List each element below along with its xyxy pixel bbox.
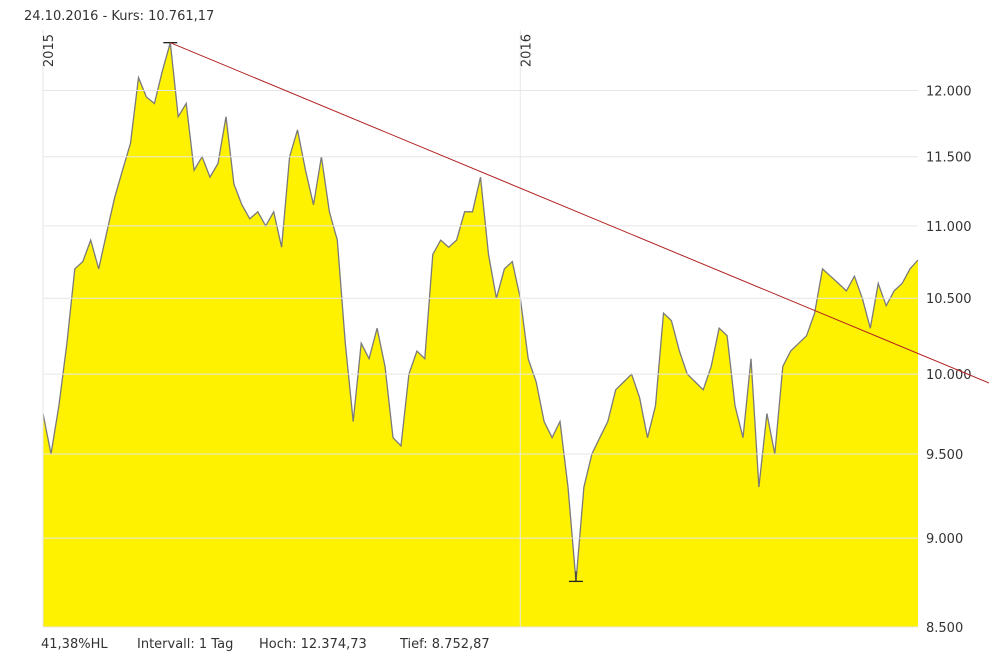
footer-text: Intervall: 1 Tag [137,637,233,652]
price-line [42,42,919,582]
footer-text: 41,38%HL [41,637,108,652]
y-tick-label: 10.000 [926,368,972,383]
footer-text: Tief: 8.752,87 [399,637,490,652]
trend-line [170,42,989,384]
y-tick-label: 11.000 [926,220,972,235]
x-tick-label: 2015 [42,34,57,67]
y-tick-label: 10.500 [926,292,972,307]
y-tick-label: 11.500 [926,151,972,166]
y-tick-label: 8.500 [926,621,963,636]
y-tick-label: 9.500 [926,448,963,463]
x-tick-label: 2016 [519,34,534,67]
footer-text: Hoch: 12.374,73 [259,637,367,652]
y-tick-label: 9.000 [926,532,963,547]
y-tick-label: 12.000 [926,85,972,100]
chart-title: 24.10.2016 - Kurs: 10.761,17 [24,9,214,24]
area [43,42,918,627]
